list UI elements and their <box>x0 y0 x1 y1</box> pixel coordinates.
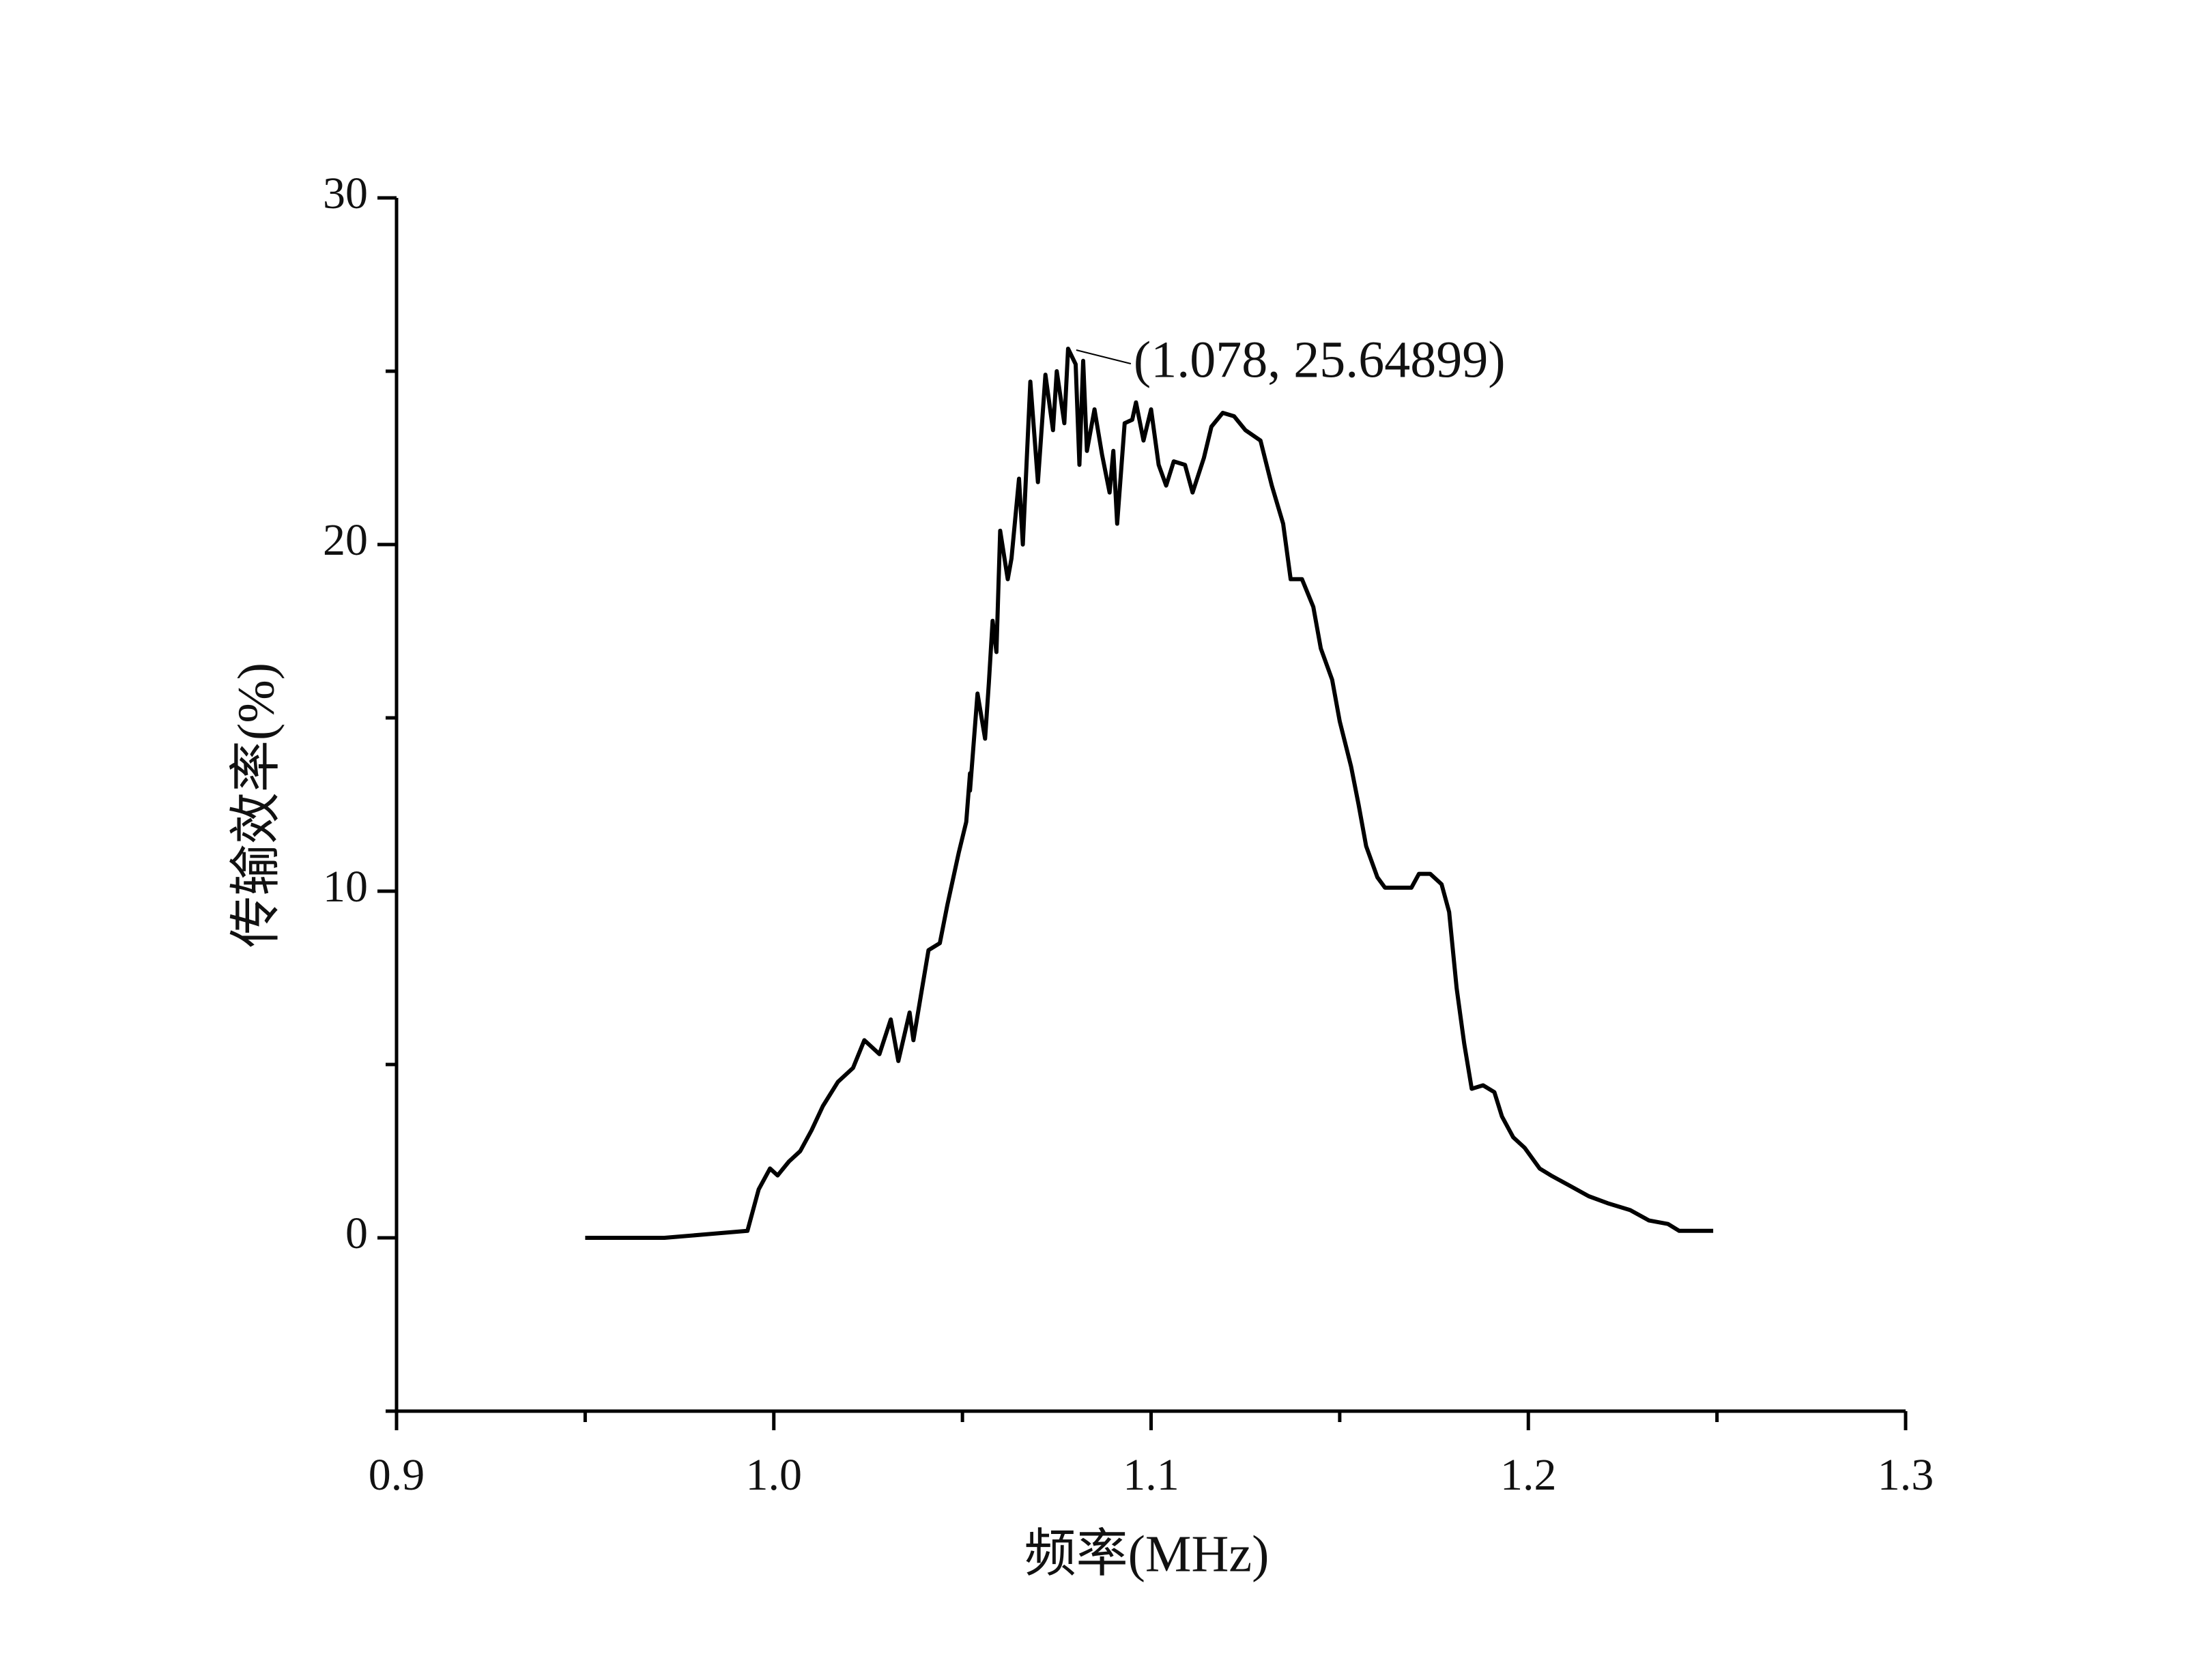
x-tick-label: 1.3 <box>1878 1450 1934 1500</box>
x-tick-label: 0.9 <box>369 1450 425 1500</box>
annotation-label: (1.078, 25.64899) <box>1134 331 1506 388</box>
y-tick-label: 0 <box>345 1208 368 1258</box>
y-axis-title: 传输效率(%) <box>227 663 285 948</box>
x-tick-label: 1.1 <box>1123 1450 1179 1500</box>
x-tick-label: 1.0 <box>746 1450 803 1500</box>
data-line <box>585 347 1714 1240</box>
annotation-leader <box>1076 349 1132 365</box>
y-tick-label: 30 <box>323 169 368 218</box>
x-axis-title: 频率(MHz) <box>1024 1525 1269 1582</box>
x-tick-label: 1.2 <box>1500 1450 1557 1500</box>
y-tick-label: 20 <box>323 515 368 565</box>
y-tick-label: 10 <box>323 862 368 912</box>
